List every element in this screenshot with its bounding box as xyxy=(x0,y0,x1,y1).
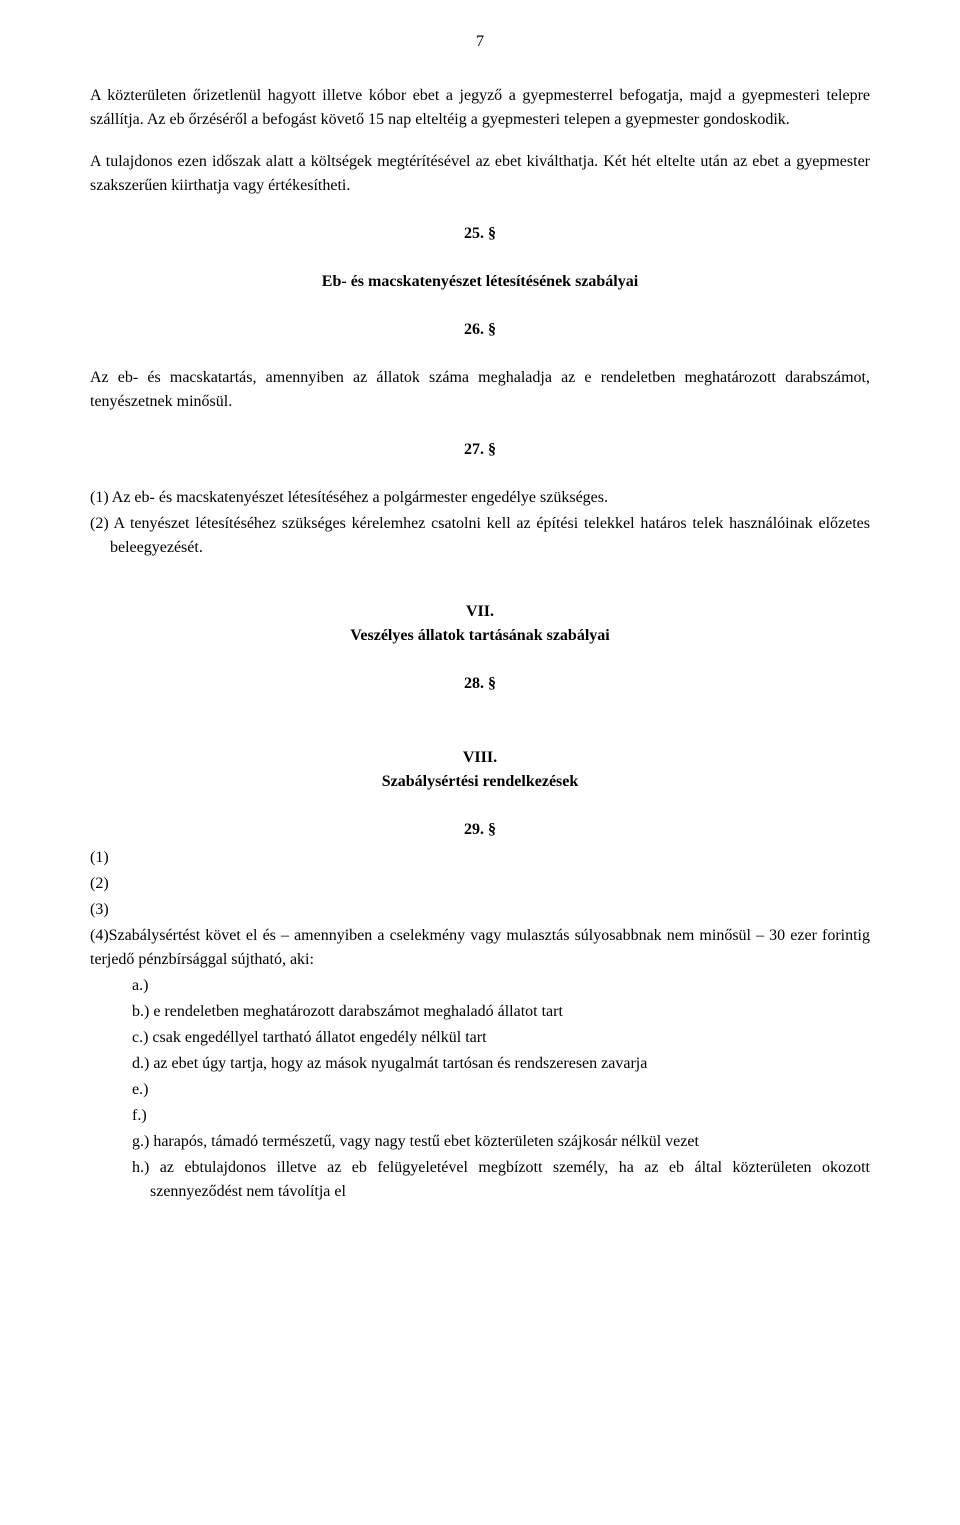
list-29-3: (3) xyxy=(90,898,870,922)
sub-c: c.) csak engedéllyel tartható állatot en… xyxy=(132,1026,870,1050)
sub-d: d.) az ebet úgy tartja, hogy az mások ny… xyxy=(132,1052,870,1076)
section-26: 26. § xyxy=(90,318,870,342)
sub-h: h.) az ebtulajdonos illetve az eb felügy… xyxy=(132,1156,870,1204)
chapter-7-num: VII. xyxy=(90,600,870,624)
chapter-8-num: VIII. xyxy=(90,746,870,770)
list-29-1: (1) xyxy=(90,846,870,870)
section-29: 29. § xyxy=(90,818,870,842)
sub-f: f.) xyxy=(132,1104,870,1128)
sub-g: g.) harapós, támadó természetű, vagy nag… xyxy=(132,1130,870,1154)
para-27-2: (2) A tenyészet létesítéséhez szükséges … xyxy=(90,512,870,560)
section-27: 27. § xyxy=(90,438,870,462)
paragraph-26: Az eb- és macskatartás, amennyiben az ál… xyxy=(90,366,870,414)
section-26-title: Eb- és macskatenyészet létesítésének sza… xyxy=(90,270,870,294)
sub-e: e.) xyxy=(132,1078,870,1102)
page-number: 7 xyxy=(90,30,870,54)
list-29-4: (4)Szabálysértést követ el és – amennyib… xyxy=(90,924,870,972)
chapter-7-title: Veszélyes állatok tartásának szabályai xyxy=(90,624,870,648)
paragraph-2: A tulajdonos ezen időszak alatt a költsé… xyxy=(90,150,870,198)
list-29-2: (2) xyxy=(90,872,870,896)
para-27-1: (1) Az eb- és macskatenyészet létesítésé… xyxy=(90,486,870,510)
section-28: 28. § xyxy=(90,672,870,696)
sub-a: a.) xyxy=(132,974,870,998)
paragraph-1: A közterületen őrizetlenül hagyott illet… xyxy=(90,84,870,132)
section-25: 25. § xyxy=(90,222,870,246)
chapter-8-title: Szabálysértési rendelkezések xyxy=(90,770,870,794)
sub-b: b.) e rendeletben meghatározott darabszá… xyxy=(132,1000,870,1024)
